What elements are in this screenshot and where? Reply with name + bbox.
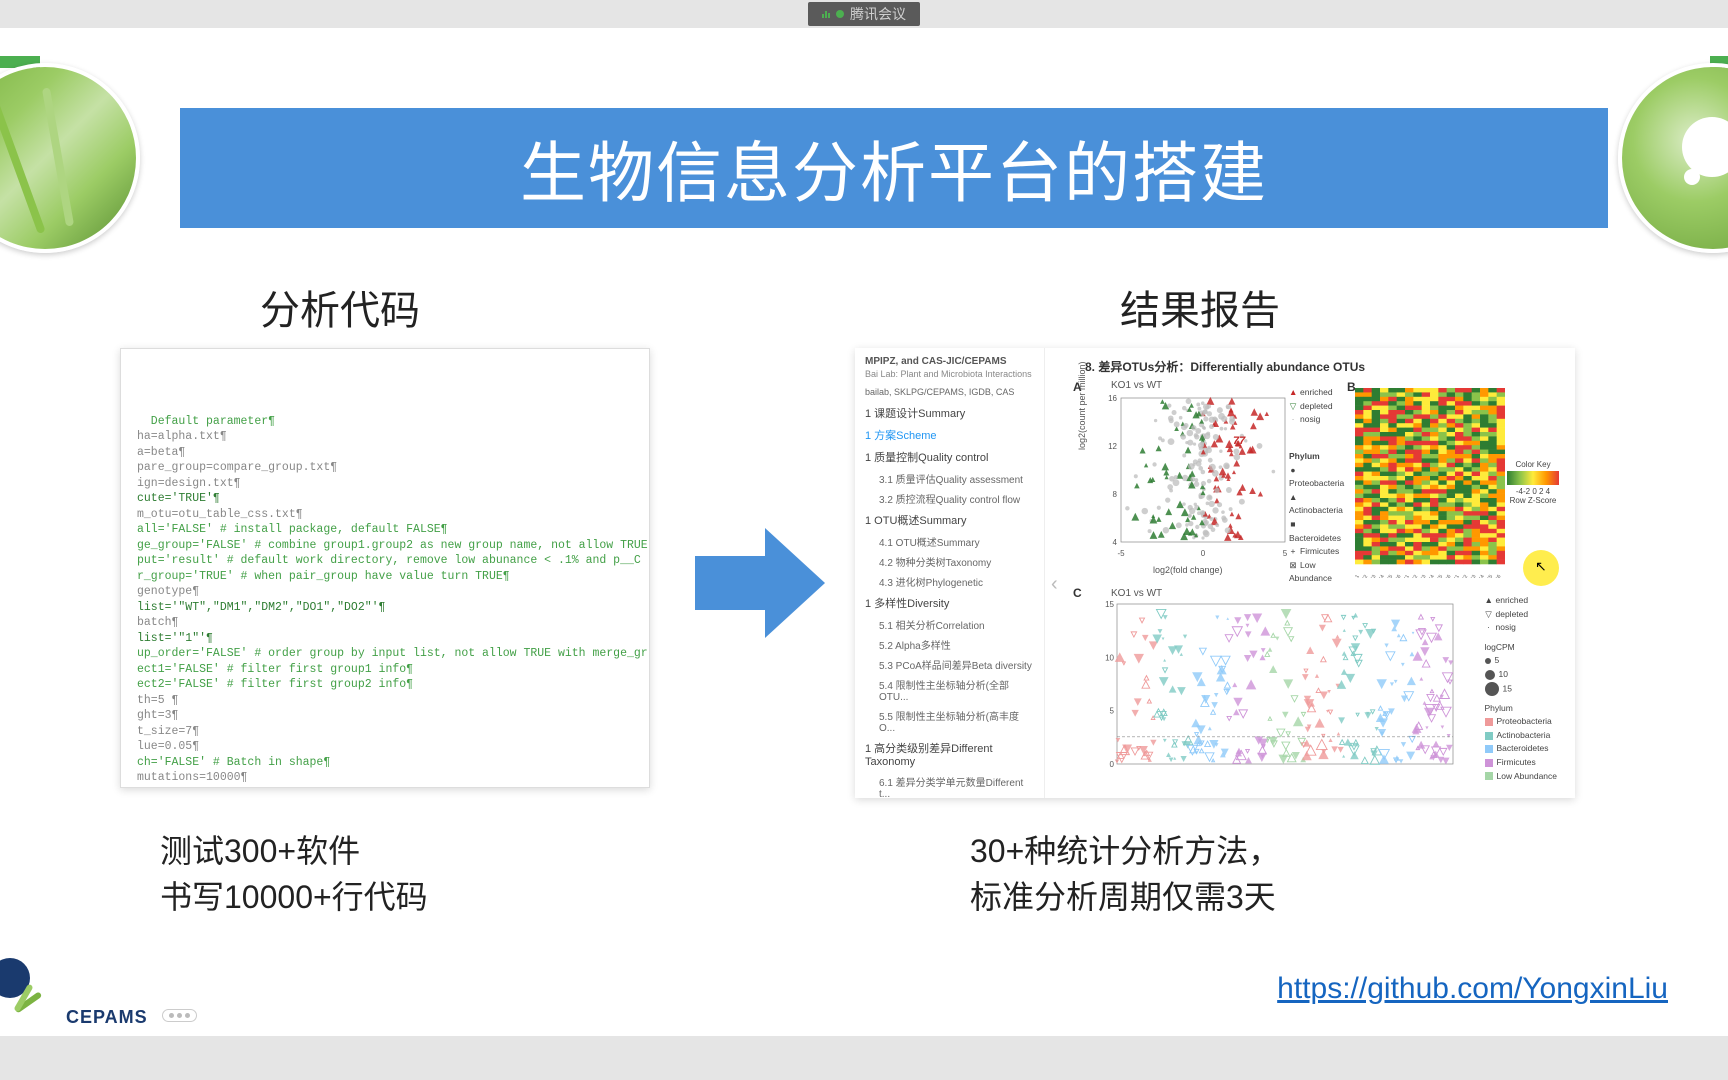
sidebar-item[interactable]: 5.2 Alpha多样性 bbox=[879, 637, 1034, 652]
sidebar-item[interactable]: 5.1 相关分析Correlation bbox=[879, 617, 1034, 632]
logo-text: CEPAMS bbox=[66, 1007, 148, 1028]
panel-a-subtitle: KO1 vs WT bbox=[1111, 380, 1162, 391]
panel-c-manhattan: KO1 vs WT 051015 ▲enriched▽depleted·nosi… bbox=[1083, 588, 1553, 783]
sidebar-item[interactable]: 5.4 限制性主坐标轴分析(全部OTU... bbox=[879, 677, 1034, 703]
sidebar-item[interactable]: 1 质量控制Quality control bbox=[865, 449, 1034, 465]
report-body-title: 8. 差异OTUs分析：Differentially abundance OTU… bbox=[1085, 358, 1563, 375]
logo-leaf-icon bbox=[10, 978, 60, 1028]
panel-a-legend-phylum: Phylum●Proteobacteria▲Actinobacteria■Bac… bbox=[1289, 450, 1344, 586]
sidebar-item[interactable]: 1 方案Scheme bbox=[865, 427, 1034, 443]
more-icon[interactable] bbox=[162, 1009, 197, 1022]
signal-icon bbox=[822, 11, 830, 18]
sidebar-item[interactable]: 1 多样性Diversity bbox=[865, 595, 1034, 611]
report-sidebar: MPIPZ, and CAS-JIC/CEPAMS Bai Lab: Plant… bbox=[855, 348, 1045, 798]
report-subheader: Bai Lab: Plant and Microbiota Interactio… bbox=[865, 369, 1034, 379]
color-key-title: Color Key bbox=[1507, 460, 1559, 469]
svg-text:0: 0 bbox=[1110, 760, 1115, 769]
panel-b-heatmap: WT1WT2WT3WT4WT5WT6WT1WT2WT3WT4WT5WT6WT1W… bbox=[1355, 380, 1555, 575]
title-bar: 生物信息分析平台的搭建 bbox=[180, 108, 1608, 228]
svg-text:4: 4 bbox=[1113, 538, 1118, 547]
cursor-icon: ↖ bbox=[1535, 558, 1547, 575]
report-panel: MPIPZ, and CAS-JIC/CEPAMS Bai Lab: Plant… bbox=[855, 348, 1575, 798]
panel-a-xlabel: log2(fold change) bbox=[1153, 565, 1223, 575]
meeting-label: 腾讯会议 bbox=[808, 2, 920, 26]
svg-text:16: 16 bbox=[1108, 394, 1117, 403]
svg-text:-5: -5 bbox=[1117, 549, 1125, 558]
sidebar-item[interactable]: 1 课题设计Summary bbox=[865, 405, 1034, 421]
arrow-icon bbox=[695, 528, 835, 638]
svg-text:0: 0 bbox=[1201, 549, 1206, 558]
code-panel: Default parameter¶ha=alpha.txt¶a=beta¶pa… bbox=[120, 348, 650, 788]
footer-link[interactable]: https://github.com/YongxinLiu bbox=[1277, 972, 1668, 1006]
svg-text:12: 12 bbox=[1108, 442, 1117, 451]
caption-right-line1: 30+种统计分析方法， bbox=[970, 828, 1280, 874]
panel-c-legend: ▲enriched▽depleted·nosiglogCPM51015Phylu… bbox=[1485, 594, 1558, 783]
panel-c-label: C bbox=[1073, 586, 1082, 600]
panel-a-scatter: KO1 vs WT -505481216 log2(fold change) l… bbox=[1083, 380, 1338, 575]
sidebar-item[interactable]: 1 高分类级别差异Different Taxonomy bbox=[865, 740, 1034, 768]
svg-text:5: 5 bbox=[1283, 549, 1288, 558]
logo-area: CEPAMS bbox=[10, 978, 197, 1028]
sidebar-item[interactable]: 3.1 质量评估Quality assessment bbox=[879, 471, 1034, 486]
heading-analysis-code: 分析代码 bbox=[260, 278, 420, 336]
sidebar-item[interactable]: 5.3 PCoA样品间差异Beta diversity bbox=[879, 657, 1034, 672]
meeting-app-name: 腾讯会议 bbox=[850, 4, 906, 24]
decor-photo-plant bbox=[1618, 63, 1728, 253]
panel-a-legend-level: ▲enriched▽depleted·nosig bbox=[1289, 386, 1333, 427]
sidebar-item[interactable]: 4.1 OTU概述Summary bbox=[879, 534, 1034, 549]
sidebar-item[interactable]: 4.2 物种分类树Taxonomy bbox=[879, 554, 1034, 569]
svg-text:8: 8 bbox=[1113, 490, 1118, 499]
panel-a-ylabel: log2(count per million) bbox=[1077, 361, 1087, 450]
slide: 生物信息分析平台的搭建 分析代码 结果报告 Default parameter¶… bbox=[0, 28, 1728, 1036]
slide-title: 生物信息分析平台的搭建 bbox=[520, 120, 1268, 216]
color-key: Color Key -4-2 0 2 4 Row Z-Score bbox=[1507, 460, 1559, 505]
color-key-scale: -4-2 0 2 4 bbox=[1507, 487, 1559, 496]
color-key-sub: Row Z-Score bbox=[1507, 496, 1559, 505]
report-breadcrumb: bailab, SKLPG/CEPAMS, IGDB, CAS bbox=[865, 387, 1034, 397]
caption-right: 30+种统计分析方法， 标准分析周期仅需3天 bbox=[970, 828, 1280, 921]
caption-left-line1: 测试300+软件 bbox=[160, 828, 428, 874]
sidebar-item[interactable]: 4.3 进化树Phylogenetic bbox=[879, 574, 1034, 589]
prev-icon[interactable]: ‹ bbox=[1051, 573, 1058, 596]
caption-left-line2: 书写10000+行代码 bbox=[160, 874, 428, 920]
status-dot-icon bbox=[836, 10, 844, 18]
svg-text:15: 15 bbox=[1105, 600, 1114, 609]
caption-right-line2: 标准分析周期仅需3天 bbox=[970, 874, 1280, 920]
report-body: ‹ 8. 差异OTUs分析：Differentially abundance O… bbox=[1045, 348, 1575, 798]
caption-left: 测试300+软件 书写10000+行代码 bbox=[160, 828, 428, 921]
report-header: MPIPZ, and CAS-JIC/CEPAMS bbox=[865, 356, 1034, 367]
svg-text:WT1: WT1 bbox=[1355, 574, 1361, 578]
svg-text:5: 5 bbox=[1110, 707, 1115, 716]
svg-text:10: 10 bbox=[1105, 653, 1114, 662]
heading-result-report: 结果报告 bbox=[1120, 278, 1280, 336]
sidebar-item[interactable]: 5.5 限制性主坐标轴分析(高丰度O... bbox=[879, 708, 1034, 734]
panel-a-annotation: 77 bbox=[1233, 435, 1245, 447]
sidebar-item[interactable]: 3.2 质控流程Quality control flow bbox=[879, 491, 1034, 506]
sidebar-item[interactable]: 1 OTU概述Summary bbox=[865, 512, 1034, 528]
sidebar-item[interactable]: 6.1 差异分类学单元数量Different t... bbox=[879, 774, 1034, 800]
decor-photo-wheat bbox=[0, 63, 140, 253]
